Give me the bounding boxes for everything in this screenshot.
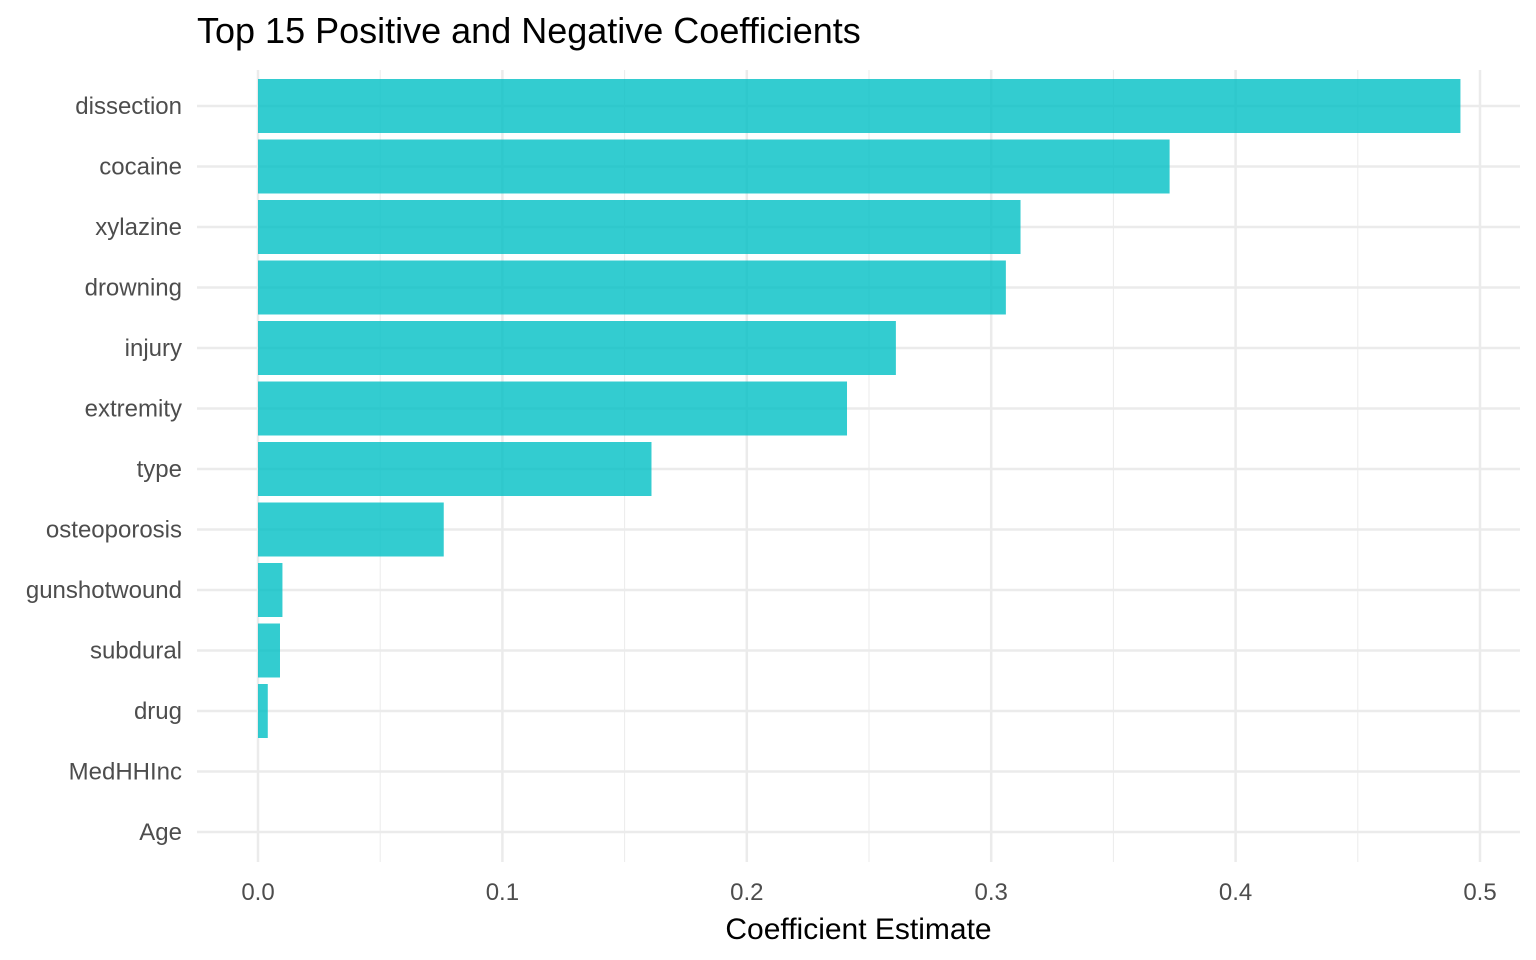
y-tick-label: xylazine — [95, 214, 182, 241]
y-tick-label: drug — [134, 698, 182, 725]
x-tick-label: 0.1 — [486, 879, 519, 906]
y-tick-label: cocaine — [99, 154, 182, 181]
x-axis-title: Coefficient Estimate — [725, 913, 991, 946]
bar-drowning — [258, 260, 1006, 315]
y-tick-label: gunshotwound — [26, 577, 182, 604]
y-tick-label: drowning — [85, 275, 182, 302]
x-tick-label: 0.2 — [730, 879, 763, 906]
y-tick-label: dissection — [75, 93, 182, 120]
x-tick-label: 0.3 — [975, 879, 1008, 906]
y-tick-label: osteoporosis — [46, 517, 182, 544]
y-tick-label: MedHHInc — [69, 759, 182, 786]
bar-injury — [258, 321, 896, 375]
bar-cocaine — [258, 139, 1170, 194]
y-tick-label: Age — [139, 819, 182, 846]
y-tick-label: subdural — [90, 638, 182, 665]
bar-extremity — [258, 381, 848, 436]
x-tick-label: 0.5 — [1463, 879, 1496, 906]
bar-xylazine — [258, 200, 1021, 254]
bar-dissection — [258, 79, 1461, 133]
chart-title: Top 15 Positive and Negative Coefficient… — [197, 10, 861, 51]
x-tick-label: 0.0 — [241, 879, 274, 906]
y-tick-label: type — [137, 456, 182, 483]
x-tick-labels: 0.0 0.1 0.2 0.3 0.4 0.5 — [241, 879, 1496, 906]
bar-subdural — [258, 623, 280, 678]
bar-drug — [258, 684, 268, 738]
bar-osteoporosis — [258, 502, 444, 557]
y-tick-label: extremity — [85, 396, 182, 423]
bar-gunshotwound — [258, 563, 283, 617]
bar-type — [258, 442, 652, 496]
y-tick-labels: dissection cocaine xylazine drowning injury e… — [26, 93, 182, 846]
y-tick-label: injury — [125, 335, 182, 362]
x-tick-label: 0.4 — [1219, 879, 1252, 906]
bars — [258, 79, 1461, 738]
